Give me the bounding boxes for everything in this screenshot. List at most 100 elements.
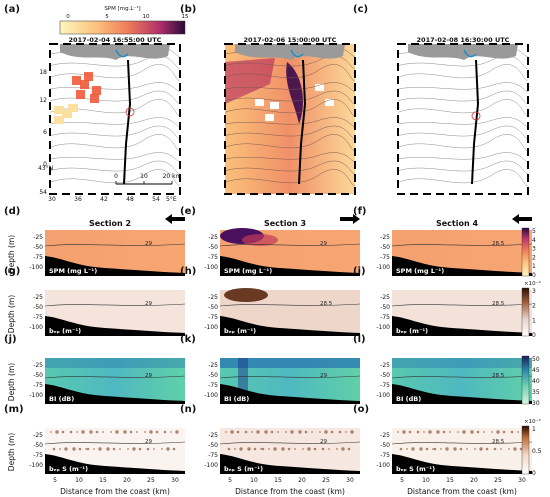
depth-tick: -25 — [33, 234, 43, 241]
depth-tick: -100 — [204, 264, 218, 271]
colorbar-tick: 40 — [532, 378, 540, 385]
depth-tick: -100 — [376, 324, 390, 331]
spm-colorbar-tick: 0 — [66, 14, 70, 20]
particle-dot — [500, 448, 502, 450]
isopycnal-label: 29 — [320, 439, 327, 445]
map-ytick: 6 — [43, 129, 47, 136]
particle-dot — [287, 447, 291, 451]
particle-dot — [302, 448, 304, 450]
particle-dot — [261, 447, 265, 451]
section-panel-label: (l) — [353, 334, 366, 345]
seabed — [45, 256, 185, 276]
isobath-line — [397, 99, 529, 116]
isobath-line — [397, 64, 529, 81]
surface-bi-band — [220, 358, 360, 368]
particle-dot — [508, 448, 510, 450]
particle-dot — [112, 447, 116, 451]
particle-dot — [328, 448, 330, 450]
particle-dot — [436, 430, 440, 434]
spm-pixel — [76, 90, 85, 99]
particle-dot — [513, 447, 517, 451]
isobath-line — [49, 152, 181, 162]
distance-tick: 15 — [274, 477, 282, 484]
map-timestamp: 2017-02-06 15:00:00 UTC — [244, 36, 337, 44]
particle-dot — [129, 430, 133, 434]
missing-data-patch — [270, 102, 279, 109]
depth-tick: -100 — [29, 392, 43, 399]
isobath-line — [49, 82, 181, 92]
isobath-line — [224, 82, 356, 92]
particle-dot — [59, 448, 61, 450]
particle-dot — [81, 430, 85, 434]
depth-tick: -100 — [29, 462, 43, 469]
particle-dot — [230, 430, 234, 434]
row-colorbar — [521, 287, 530, 337]
colorbar-tick: 3 — [532, 246, 536, 253]
depth-tick: -75 — [380, 314, 390, 321]
particle-dot — [304, 430, 308, 434]
spm-pixel-low — [54, 116, 64, 124]
depth-tick: -100 — [376, 264, 390, 271]
particle-dot — [132, 447, 136, 451]
particle-dot — [78, 447, 82, 451]
map-a-extras — [54, 72, 173, 185]
colorbar-tick: 2 — [532, 303, 536, 310]
depth-tick: -25 — [208, 362, 218, 369]
particle-dot — [163, 430, 167, 434]
depth-tick: -50 — [208, 442, 218, 449]
particle-dot — [110, 431, 112, 433]
isobath-line — [49, 160, 181, 174]
distance-tick: 15 — [99, 477, 107, 484]
isobath-line — [224, 55, 356, 69]
isopycnal — [44, 375, 186, 379]
particle-dot — [277, 431, 279, 433]
lon-label: 5°E — [166, 196, 177, 203]
depth-tick: -75 — [380, 254, 390, 261]
distance-tick: 10 — [75, 477, 83, 484]
spm-colorbar-tick: 5 — [105, 14, 109, 20]
particle-dot — [433, 447, 437, 451]
depth-tick: -25 — [33, 294, 43, 301]
particle-dot — [496, 430, 500, 434]
particle-dot — [445, 447, 449, 451]
depth-axis-label: Depth (m) — [7, 235, 16, 273]
particle-dot — [115, 430, 119, 434]
particle-dot — [474, 448, 476, 450]
particle-dot — [170, 431, 172, 433]
map-panel-2 — [397, 43, 529, 195]
map-xtick: 54 — [152, 196, 160, 203]
particle-dot — [153, 448, 155, 450]
particle-dot — [324, 430, 328, 434]
spm-pixel — [90, 94, 99, 103]
isobath-line — [397, 82, 529, 92]
particle-dot — [260, 448, 262, 450]
depth-tick: -50 — [380, 372, 390, 379]
distance-tick: 25 — [494, 477, 502, 484]
depth-tick: -25 — [208, 234, 218, 241]
distance-axis-label: Distance from the coast (km) — [60, 487, 170, 496]
lat-label: 43°N — [38, 165, 53, 172]
particle-dot — [510, 430, 514, 434]
direction-arrow — [340, 214, 360, 224]
isopycnal — [44, 441, 186, 445]
particle-dot — [253, 447, 257, 451]
colorbar-tick: 2 — [532, 254, 536, 261]
section-panel — [219, 428, 361, 474]
particle-dot — [55, 430, 59, 434]
depth-tick: -100 — [29, 324, 43, 331]
direction-arrow — [512, 214, 532, 224]
spm-pixel-low — [68, 104, 78, 112]
particle-dot — [285, 431, 287, 433]
station-marker — [125, 107, 135, 117]
particle-dot — [93, 448, 95, 450]
particle-dot — [350, 430, 354, 434]
depth-tick: -25 — [380, 234, 390, 241]
colorbar-exponent: ×10⁻³ — [524, 280, 541, 287]
depth-tick: -50 — [380, 442, 390, 449]
variable-label: SPM (mg L⁻¹) — [49, 267, 97, 275]
river-outline — [115, 49, 129, 58]
spm-pixel-low — [62, 110, 72, 118]
colorbar-exponent: ×10⁻³ — [524, 418, 541, 425]
map-xtick: 30 — [48, 196, 56, 203]
